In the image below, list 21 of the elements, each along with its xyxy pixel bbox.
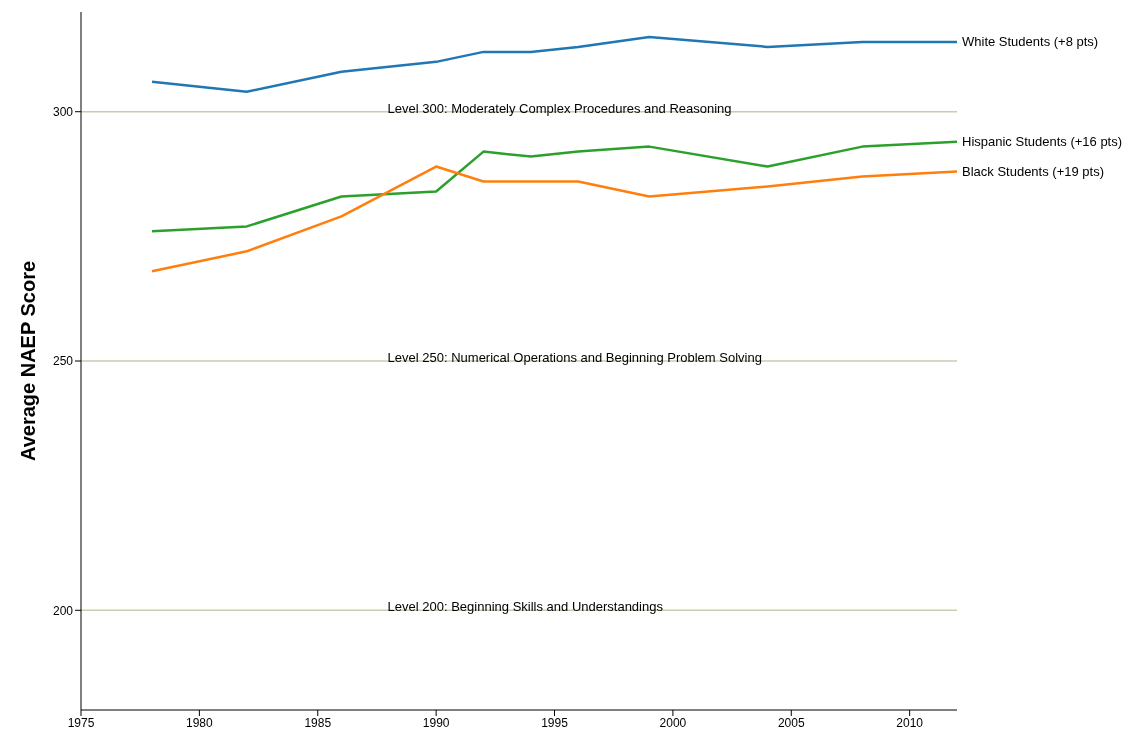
series-label: Hispanic Students (+16 pts) <box>962 133 1123 149</box>
ref-line-label: Level 300: Moderately Complex Procedures and Reasoning <box>387 100 732 116</box>
x-tick-label: 1995 <box>541 715 569 730</box>
x-tick-label: 2005 <box>777 715 805 730</box>
y-tick-label: 300 <box>52 104 74 119</box>
x-tick-label: 1975 <box>67 715 95 730</box>
x-tick-label: 1990 <box>422 715 450 730</box>
series-label: White Students (+8 pts) <box>962 33 1099 49</box>
x-tick-label: 1985 <box>304 715 332 730</box>
line-series <box>150 165 957 273</box>
ref-line-label: Level 250: Numerical Operations and Beginning Problem Solving <box>387 350 762 365</box>
y-tick-label: 200 <box>52 603 74 618</box>
line-series <box>150 140 957 233</box>
line-series <box>150 35 957 94</box>
y-tick-label: 250 <box>52 354 74 369</box>
x-tick-label: 2010 <box>896 715 924 730</box>
x-tick-label: 1980 <box>186 715 214 730</box>
x-tick-label: 2000 <box>659 715 687 730</box>
y-axis-title: Average NAEP Score <box>17 260 40 462</box>
series-label: Black Students (+19 pts) <box>962 163 1104 179</box>
ref-line-label: Level 200: Beginning Skills and Understandings <box>387 599 664 615</box>
